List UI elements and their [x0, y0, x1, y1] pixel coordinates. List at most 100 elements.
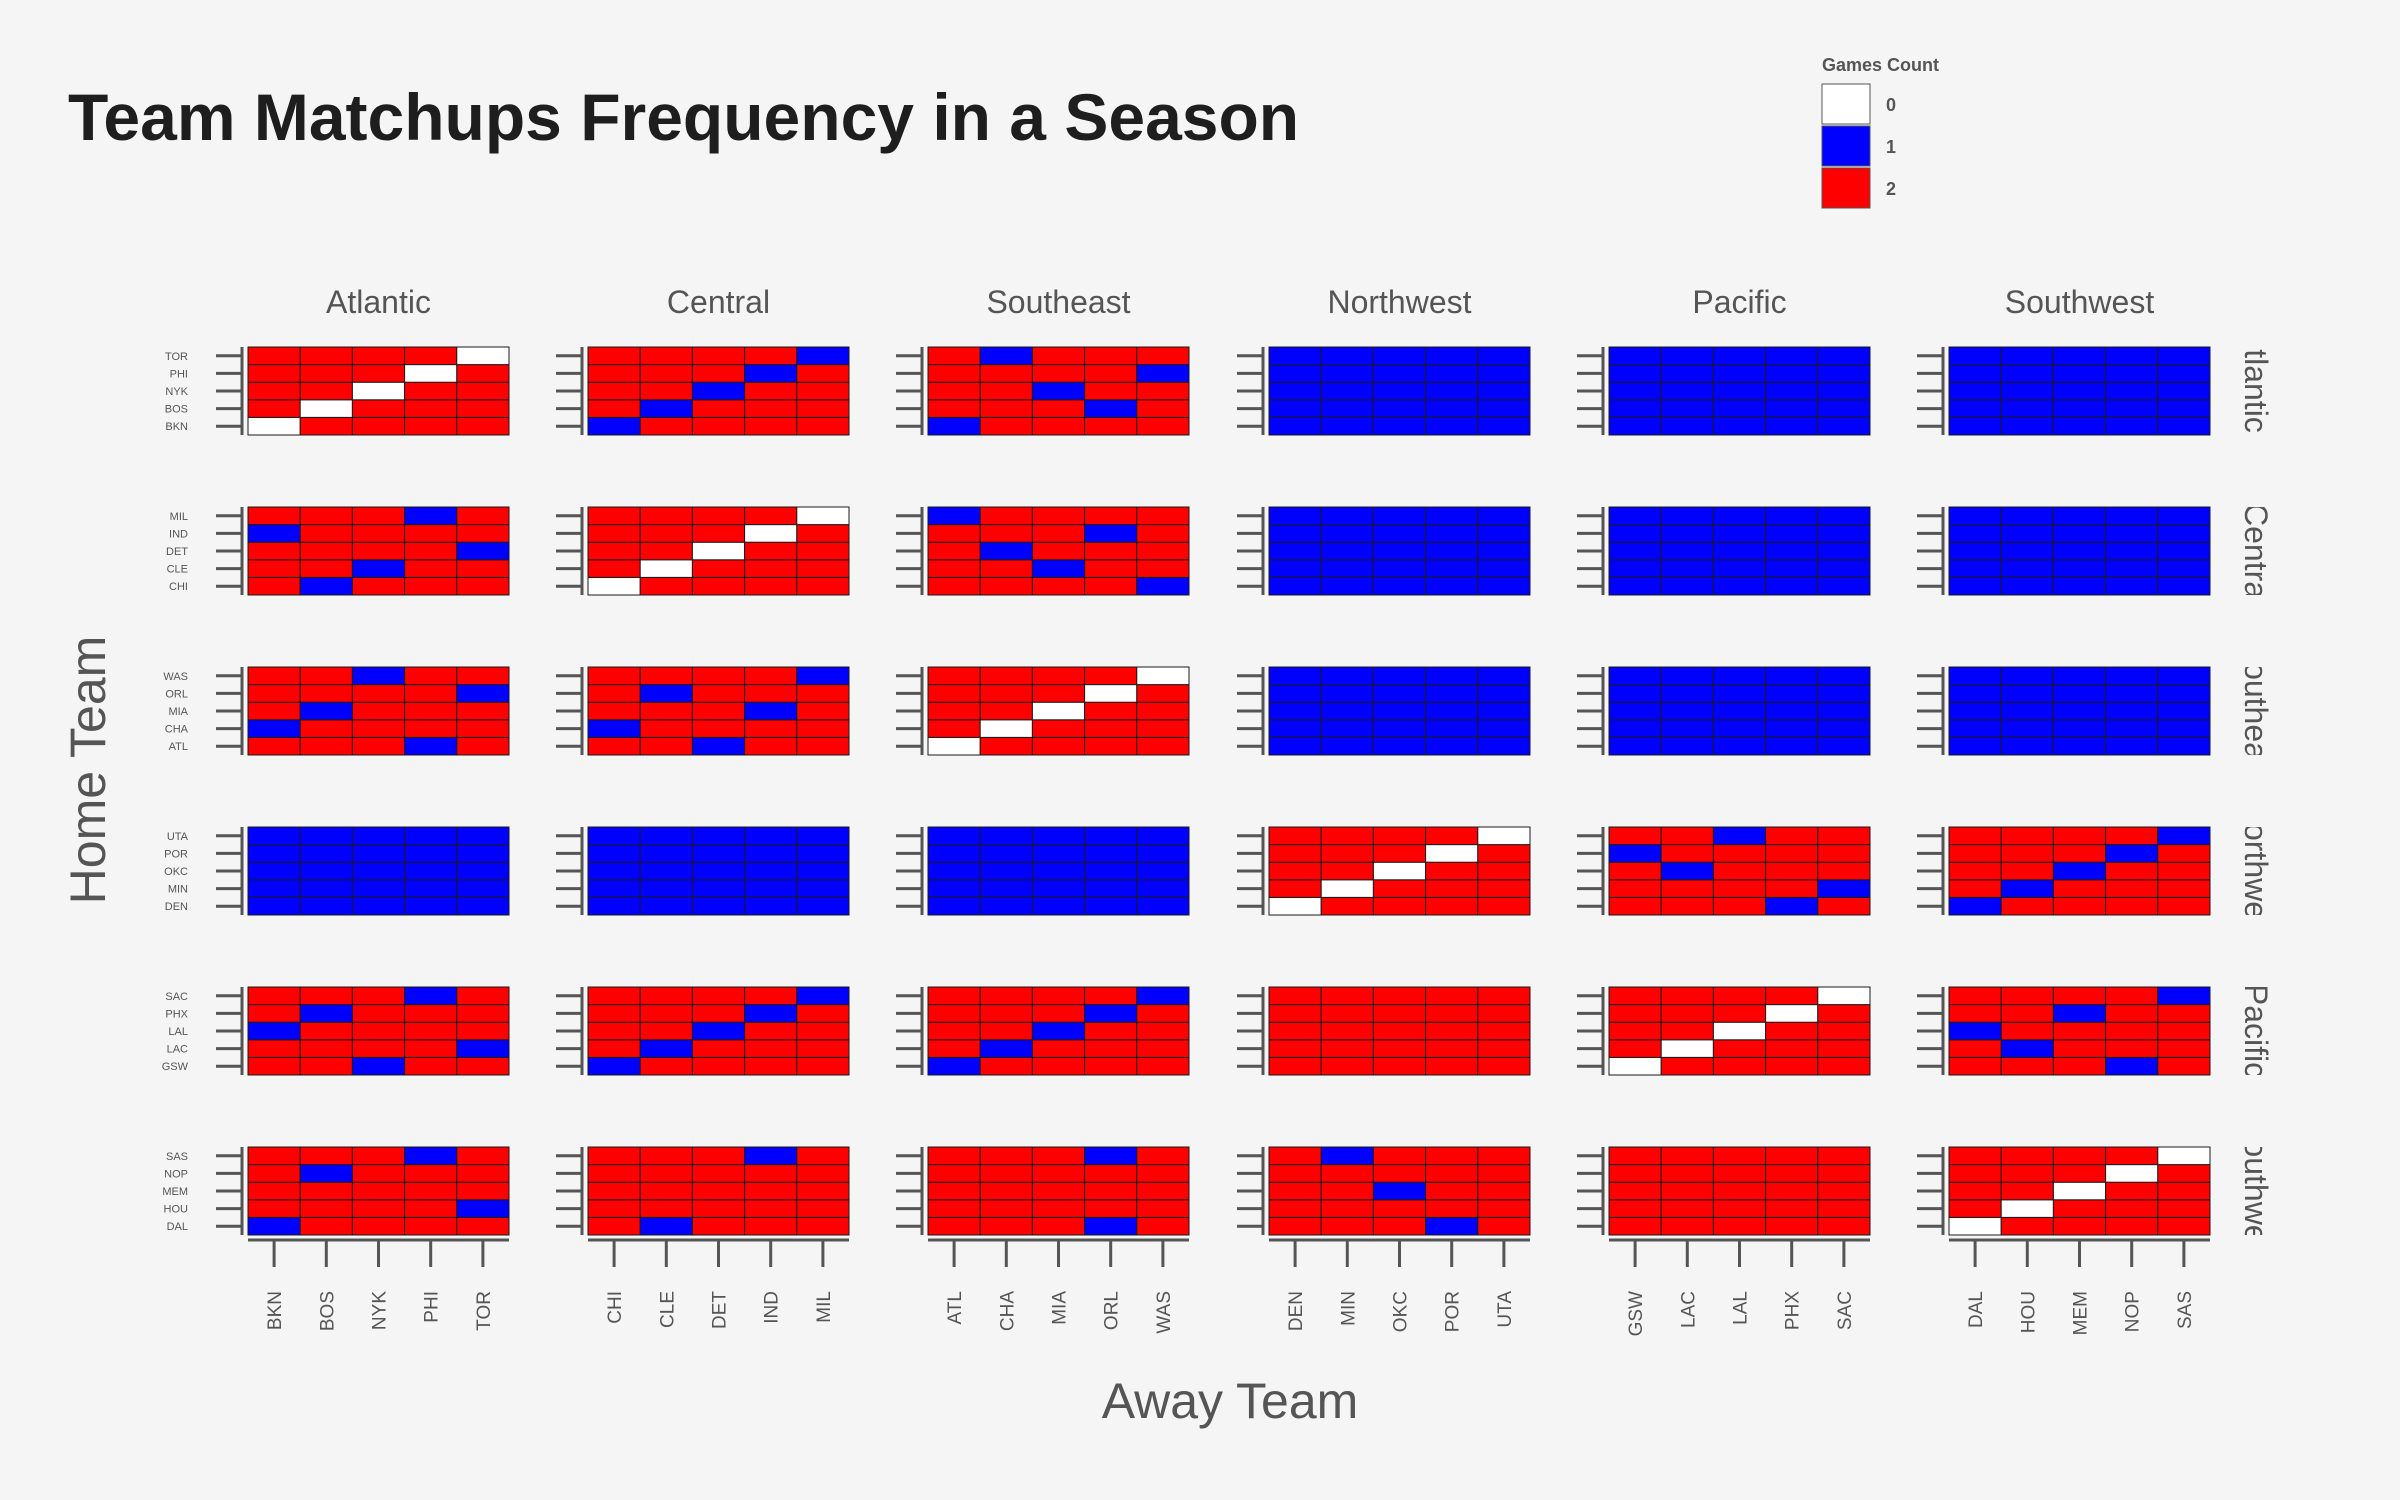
cell-SAC-vs-BKN — [247, 986, 301, 1006]
cell-CHA-vs-SAS — [2157, 719, 2211, 738]
panel-y-axis — [556, 987, 584, 1075]
cell-UTA-vs-CHA — [979, 826, 1033, 846]
cell-MEM-vs-CLE — [639, 1181, 693, 1201]
y-tick-label: BOS — [165, 404, 188, 416]
panel-y-axis — [556, 667, 584, 755]
cell-LAL-vs-PHI — [404, 1021, 458, 1041]
cell-SAS-vs-OKC — [1372, 1146, 1427, 1166]
cell-DET-vs-LAC — [1660, 541, 1714, 561]
cell-NOP-vs-BOS — [299, 1164, 353, 1183]
cell-LAL-vs-IND — [744, 1021, 798, 1041]
column-strip-label: Northwest — [1327, 284, 1471, 320]
cell-DET-vs-PHI — [404, 541, 458, 561]
cell-LAL-vs-MEM — [2052, 1021, 2107, 1041]
cell-OKC-vs-UTA — [1477, 861, 1531, 881]
cell-MEM-vs-DEN — [1268, 1181, 1322, 1201]
cell-DEN-vs-CLE — [639, 896, 693, 916]
cell-MIA-vs-WAS — [1136, 701, 1190, 721]
cell-CHA-vs-DAL — [1948, 719, 2002, 738]
cell-SAS-vs-PHX — [1765, 1146, 1819, 1166]
y-tick-label: SAS — [166, 1151, 188, 1163]
cell-LAC-vs-LAL — [1712, 1039, 1767, 1058]
cell-MIN-vs-ORL — [1084, 879, 1138, 898]
cell-POR-vs-ATL — [927, 844, 981, 863]
y-tick-label: POR — [164, 848, 188, 860]
cell-WAS-vs-GSW — [1608, 666, 1662, 686]
cell-SAC-vs-IND — [744, 986, 798, 1006]
cell-SAS-vs-HOU — [2000, 1146, 2054, 1166]
panel-y-axis — [1237, 1147, 1265, 1235]
cell-SAC-vs-CLE — [639, 986, 693, 1006]
cell-UTA-vs-UTA — [1477, 826, 1531, 846]
cell-IND-vs-CHI — [587, 524, 641, 543]
cell-DEN-vs-LAL — [1712, 896, 1767, 916]
cell-WAS-vs-TOR — [456, 666, 510, 686]
panel-y-axis — [1577, 507, 1605, 595]
cell-HOU-vs-HOU — [2000, 1199, 2054, 1218]
cell-CHA-vs-MIA — [1031, 719, 1086, 738]
cell-SAS-vs-BOS — [299, 1146, 353, 1166]
x-tick-label: ORL — [1102, 1291, 1123, 1330]
cell-DAL-vs-OKC — [1372, 1216, 1427, 1236]
cell-MIN-vs-UTA — [1477, 879, 1531, 898]
cell-MIA-vs-TOR — [456, 701, 510, 721]
cell-PHI-vs-CHA — [979, 364, 1033, 383]
cell-MIN-vs-WAS — [1136, 879, 1190, 898]
panel-y-axis — [1577, 667, 1605, 755]
cell-ORL-vs-OKC — [1372, 684, 1427, 703]
y-tick-label: HOU — [164, 1204, 189, 1216]
cell-ATL-vs-ATL — [927, 736, 981, 756]
cell-BOS-vs-PHI — [404, 399, 458, 418]
cell-CHI-vs-DAL — [1948, 576, 2002, 596]
cell-CHA-vs-MIL — [796, 719, 850, 738]
column-strip-label: Pacific — [1692, 284, 1786, 320]
panel-y-axis — [556, 507, 584, 595]
cell-IND-vs-TOR — [456, 524, 510, 543]
cell-SAC-vs-GSW — [1608, 986, 1662, 1006]
cell-CHA-vs-LAL — [1712, 719, 1767, 738]
cell-CHI-vs-LAC — [1660, 576, 1714, 596]
cell-CHA-vs-MIN — [1320, 719, 1374, 738]
cell-BKN-vs-CHA — [979, 416, 1033, 436]
cell-HOU-vs-SAS — [2157, 1199, 2211, 1218]
cell-SAC-vs-NYK — [351, 986, 406, 1006]
panel-y-axis — [1577, 347, 1605, 435]
cell-BOS-vs-SAS — [2157, 399, 2211, 418]
cell-BOS-vs-ORL — [1084, 399, 1138, 418]
cell-MIA-vs-ORL — [1084, 701, 1138, 721]
cell-BKN-vs-NOP — [2105, 416, 2159, 436]
cell-TOR-vs-CLE — [639, 346, 693, 366]
cell-BOS-vs-CLE — [639, 399, 693, 418]
cell-NOP-vs-BKN — [247, 1164, 301, 1183]
cell-MEM-vs-NOP — [2105, 1181, 2159, 1201]
panel-atlantic-vs-atlantic: BKN BOS NYK PHI TOR — [165, 346, 510, 436]
cell-LAC-vs-GSW — [1608, 1039, 1662, 1058]
cell-NOP-vs-OKC — [1372, 1164, 1427, 1183]
cell-ORL-vs-LAL — [1712, 684, 1767, 703]
cell-ATL-vs-POR — [1425, 736, 1479, 756]
cell-ATL-vs-BOS — [299, 736, 353, 756]
panel-southwest-vs-pacific — [1577, 1146, 1871, 1236]
cell-LAL-vs-DAL — [1948, 1021, 2002, 1041]
cell-MIA-vs-NYK — [351, 701, 406, 721]
panel-northwest-vs-southeast — [896, 826, 1190, 916]
cell-LAL-vs-SAC — [1817, 1021, 1871, 1041]
cell-PHI-vs-CHI — [587, 364, 641, 383]
cell-ORL-vs-PHX — [1765, 684, 1819, 703]
cell-BKN-vs-DAL — [1948, 416, 2002, 436]
cell-LAL-vs-UTA — [1477, 1021, 1531, 1041]
cell-MEM-vs-CHA — [979, 1181, 1033, 1201]
cell-HOU-vs-DAL — [1948, 1199, 2002, 1218]
cell-BKN-vs-TOR — [456, 416, 510, 436]
cell-WAS-vs-HOU — [2000, 666, 2054, 686]
cell-GSW-vs-NYK — [351, 1056, 406, 1076]
cell-CLE-vs-CHI — [587, 559, 641, 578]
y-tick-label: CHA — [165, 724, 189, 736]
cell-IND-vs-OKC — [1372, 524, 1427, 543]
cell-ATL-vs-DEN — [1268, 736, 1322, 756]
cell-CHI-vs-HOU — [2000, 576, 2054, 596]
cell-BOS-vs-HOU — [2000, 399, 2054, 418]
cell-TOR-vs-WAS — [1136, 346, 1190, 366]
cell-CLE-vs-CHA — [979, 559, 1033, 578]
cell-PHI-vs-TOR — [456, 364, 510, 383]
